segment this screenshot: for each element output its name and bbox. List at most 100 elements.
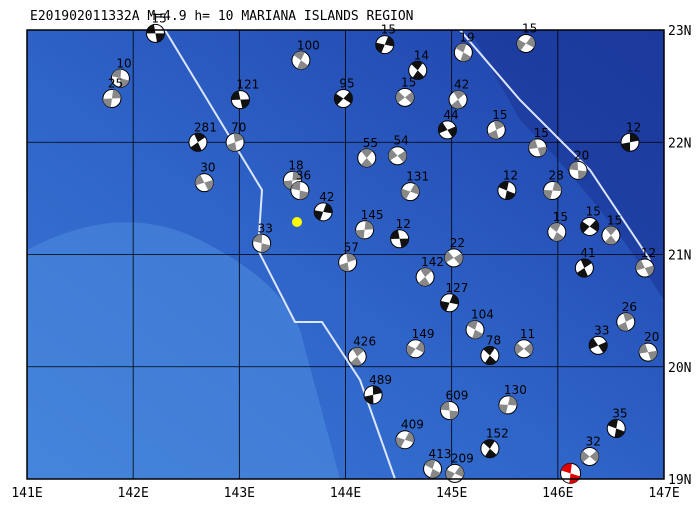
frame [26, 29, 665, 480]
ball-quadrant [360, 148, 373, 158]
ball-quadrant [589, 337, 599, 350]
ball-quadrant [350, 356, 362, 366]
ball-quadrant [195, 174, 205, 186]
focal-mechanism [638, 342, 658, 362]
ball-quadrant [395, 436, 405, 448]
depth-label: 33 [594, 323, 609, 337]
ball-quadrant [440, 300, 450, 312]
depth-label: 15 [381, 23, 396, 37]
depth-label: 15 [553, 210, 568, 224]
depth-label: 18 [288, 158, 303, 172]
depth-label: 25 [108, 76, 123, 90]
depth-label: 609 [446, 389, 469, 403]
ball-quadrant [323, 203, 333, 214]
focal-mechanism [635, 258, 655, 278]
ball-quadrant [339, 262, 349, 272]
ball-quadrant [604, 235, 617, 245]
focal-mechanism [395, 87, 415, 107]
ball-quadrant [589, 219, 599, 232]
ball-quadrant [388, 149, 398, 161]
depth-label: 15 [534, 126, 549, 140]
focal-mechanism [338, 252, 358, 272]
depth-label: 30 [200, 161, 215, 175]
focal-mechanism [225, 132, 245, 152]
ball-quadrant [155, 33, 165, 43]
focal-mechanism [355, 220, 375, 240]
ball-quadrant [299, 190, 309, 200]
ball-quadrant [498, 181, 509, 191]
depth-label: 281 [194, 120, 217, 134]
focal-mechanism [616, 312, 636, 332]
focal-mechanism [444, 248, 464, 268]
depth-label: 15 [492, 108, 507, 122]
ball-quadrant [449, 294, 459, 305]
depth-label: 78 [486, 334, 501, 348]
depth-label: 149 [412, 327, 435, 341]
focal-mechanism [102, 88, 122, 108]
ball-quadrant [507, 396, 517, 406]
focal-mechanism [497, 181, 517, 201]
ball-quadrant [372, 385, 382, 395]
ball-quadrant [483, 439, 495, 449]
ball-quadrant [364, 394, 374, 404]
depth-label: 35 [612, 406, 627, 420]
ball-quadrant [204, 179, 214, 191]
focal-mechanism [408, 60, 428, 80]
focal-mechanism [230, 90, 250, 110]
ball-quadrant [411, 61, 423, 71]
depth-label: 131 [406, 170, 429, 184]
ball-quadrant [569, 161, 579, 171]
ball-quadrant [525, 36, 535, 48]
depth-label: 15 [522, 21, 537, 35]
ball-quadrant [580, 258, 592, 268]
ball-quadrant [561, 463, 572, 474]
focal-mechanism [145, 23, 165, 43]
ball-quadrant [111, 69, 122, 79]
ball-quadrant [261, 243, 271, 253]
depth-label: 12 [641, 246, 656, 260]
ball-quadrant [483, 346, 495, 356]
depth-label: 121 [236, 78, 259, 92]
ball-quadrant [589, 450, 599, 463]
depth-label: 28 [549, 169, 564, 183]
ball-quadrant [455, 43, 467, 53]
ball-quadrant [404, 91, 414, 104]
depth-label: 12 [503, 169, 518, 183]
focal-mechanism [188, 132, 208, 152]
ball-quadrant [399, 238, 409, 248]
depth-label: 145 [361, 208, 384, 222]
ball-quadrant [639, 343, 649, 354]
ball-quadrant [291, 181, 301, 191]
focal-mechanism [423, 459, 443, 479]
ball-quadrant [364, 220, 374, 230]
ball-quadrant [334, 93, 344, 106]
focal-mechanism [290, 181, 310, 201]
focal-mechanism [400, 182, 420, 202]
ball-quadrant [621, 142, 631, 152]
ball-quadrant [485, 448, 497, 458]
focal-mechanism [357, 148, 377, 168]
ball-quadrant [516, 39, 526, 51]
depth-label: 130 [504, 383, 527, 397]
lat-label: 23N [668, 24, 691, 39]
focal-mechanism [580, 447, 600, 467]
focal-mechanism [480, 346, 500, 366]
focal-mechanism [620, 132, 640, 152]
ball-quadrant [401, 188, 411, 200]
ball-quadrant [472, 329, 483, 339]
depth-label: 100 [297, 38, 320, 52]
ball-quadrant [629, 133, 639, 143]
focal-mechanism [415, 267, 435, 287]
ball-quadrant [418, 276, 430, 286]
depth-label: 152 [486, 427, 509, 441]
focal-mechanism [543, 181, 563, 201]
lat-label: 21N [668, 249, 691, 264]
depth-label: 15 [401, 75, 416, 89]
ball-quadrant [449, 410, 459, 420]
ball-quadrant [444, 251, 454, 263]
depth-label: 409 [401, 418, 424, 432]
focal-mechanism [333, 88, 353, 108]
ball-quadrant [346, 253, 357, 263]
depth-label: 12 [396, 217, 411, 231]
